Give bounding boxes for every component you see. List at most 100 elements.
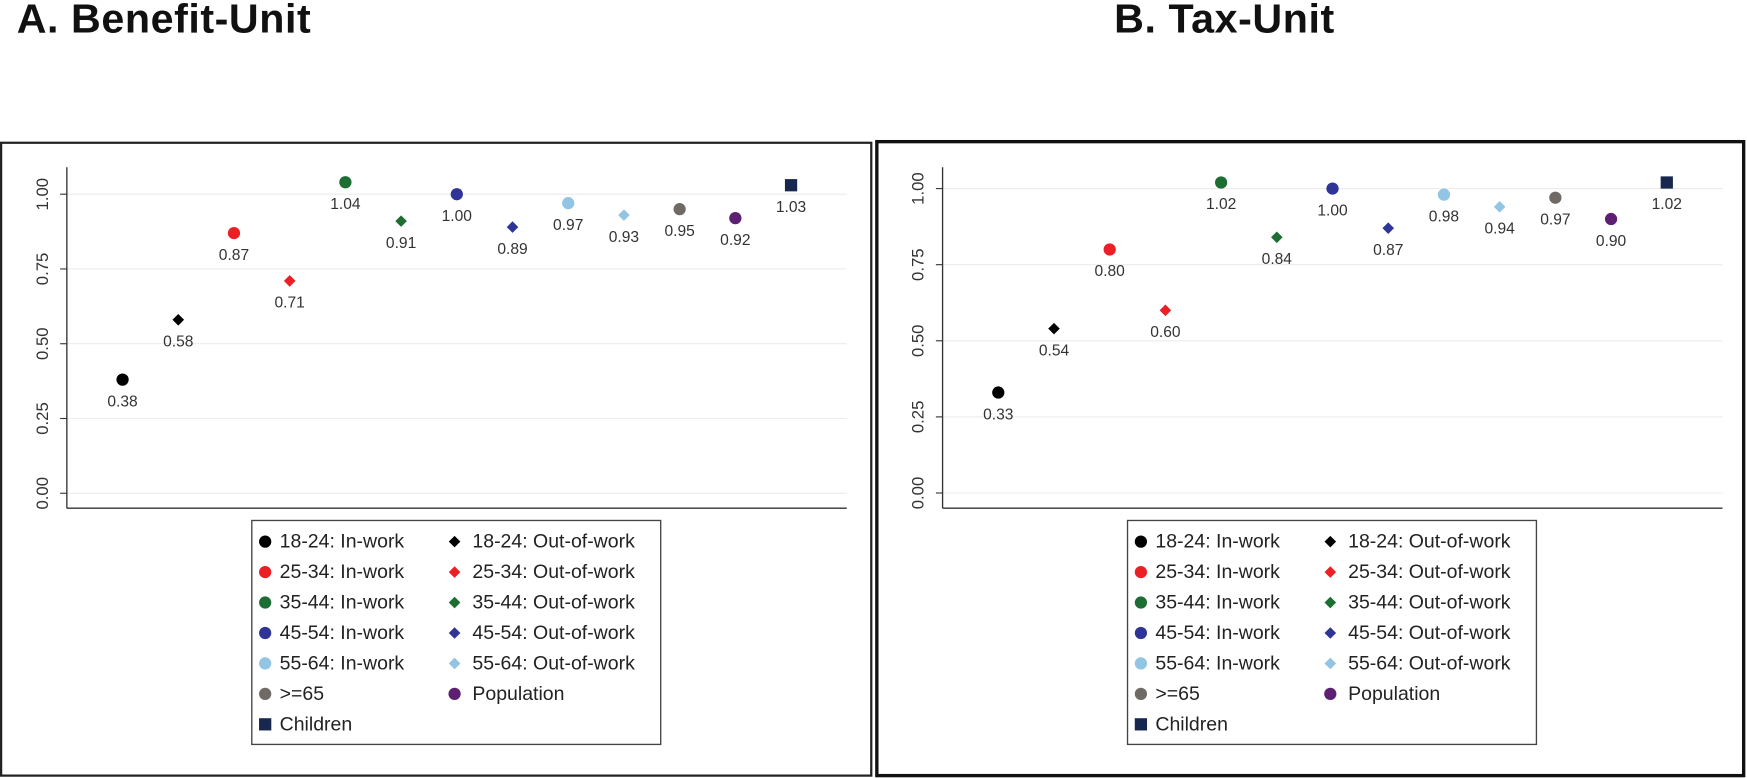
- legend-marker-18-24-in-work: [1134, 535, 1148, 548]
- legend-label-55-64-out-of-work: 55-64: Out-of-work: [472, 652, 635, 674]
- legend-item-18-24-out-of-work: 18-24: Out-of-work: [1324, 531, 1511, 553]
- legend-item-ge65: >=65: [1134, 683, 1200, 705]
- point-25-34-out-of-work: [1159, 304, 1172, 317]
- y-tick-label: 1.00: [909, 172, 928, 205]
- point-ge65: [673, 203, 686, 216]
- data-label-55-64-out-of-work: 0.94: [1484, 221, 1515, 238]
- data-label-18-24-in-work: 0.38: [107, 393, 137, 410]
- legend-label-45-54-out-of-work: 45-54: Out-of-work: [1348, 622, 1511, 644]
- legend-item-children: Children: [259, 713, 352, 735]
- data-label-25-34-out-of-work: 0.60: [1150, 324, 1181, 341]
- point-18-24-in-work: [116, 373, 129, 386]
- legend-item-population: Population: [1324, 683, 1440, 705]
- legend-marker-35-44-out-of-work: [448, 596, 461, 609]
- legend-label-population: Population: [1348, 683, 1440, 705]
- panel-a: 0.00 0.25 0.50 0.75 1.00 0.38 0.58 0.87 0.71 1.04…: [0, 141, 873, 777]
- y-tick-label: 0.75: [909, 248, 928, 281]
- point-45-54-in-work: [450, 188, 463, 201]
- data-label-children: 1.02: [1652, 196, 1682, 213]
- point-35-44-out-of-work: [395, 215, 407, 227]
- legend-item-18-24-in-work: 18-24: In-work: [1134, 531, 1280, 553]
- y-tick-label: 0.25: [909, 401, 928, 434]
- legend-item-35-44-out-of-work: 35-44: Out-of-work: [1324, 592, 1511, 614]
- legend-label-25-34-out-of-work: 25-34: Out-of-work: [472, 561, 635, 583]
- panel-a-frame: [0, 141, 873, 777]
- legend-label-55-64-in-work: 55-64: In-work: [1155, 652, 1280, 674]
- legend-label-ge65: >=65: [1155, 683, 1200, 705]
- legend-marker-children: [1134, 718, 1148, 731]
- legend-label-45-54-in-work: 45-54: In-work: [280, 622, 405, 644]
- data-label-45-54-out-of-work: 0.87: [1373, 242, 1403, 259]
- data-label-25-34-in-work: 0.80: [1095, 263, 1126, 280]
- data-label-population: 0.90: [1596, 233, 1627, 250]
- y-tick-label: 1.00: [33, 178, 52, 211]
- point-35-44-out-of-work: [1271, 231, 1283, 244]
- legend-item-25-34-in-work: 25-34: In-work: [259, 561, 404, 583]
- legend-item-55-64-out-of-work: 55-64: Out-of-work: [1324, 652, 1511, 674]
- legend-item-45-54-out-of-work: 45-54: Out-of-work: [448, 622, 635, 644]
- legend-item-35-44-in-work: 35-44: In-work: [259, 592, 404, 614]
- legend-marker-35-44-in-work: [259, 596, 272, 609]
- point-55-64-out-of-work: [618, 209, 630, 221]
- legend-label-ge65: >=65: [280, 683, 325, 705]
- point-25-34-in-work: [1103, 243, 1116, 256]
- point-population: [729, 211, 742, 225]
- data-label-25-34-out-of-work: 0.71: [275, 295, 305, 312]
- legend-marker-25-34-in-work: [259, 565, 272, 579]
- y-tick-label: 0.50: [33, 327, 52, 360]
- data-label-18-24-out-of-work: 0.58: [163, 334, 193, 351]
- legend-marker-ge65: [259, 687, 272, 701]
- data-label-ge65: 0.95: [664, 223, 695, 240]
- legend-label-25-34-in-work: 25-34: In-work: [280, 561, 405, 583]
- y-tick-label: 0.75: [33, 253, 52, 286]
- legend-item-18-24-in-work: 18-24: In-work: [259, 531, 404, 553]
- point-18-24-out-of-work: [172, 314, 185, 326]
- point-25-34-in-work: [227, 226, 241, 240]
- legend-label-35-44-out-of-work: 35-44: Out-of-work: [1348, 592, 1511, 614]
- legend-item-55-64-out-of-work: 55-64: Out-of-work: [448, 652, 635, 674]
- legend-item-35-44-out-of-work: 35-44: Out-of-work: [448, 592, 635, 614]
- legend-frame: [1126, 519, 1538, 746]
- legend-item-population: Population: [448, 683, 564, 705]
- legend-label-population: Population: [472, 683, 564, 705]
- point-45-54-out-of-work: [506, 221, 519, 233]
- point-45-54-in-work: [1326, 182, 1339, 195]
- legend-marker-35-44-in-work: [1134, 596, 1148, 609]
- data-label-35-44-in-work: 1.02: [1206, 196, 1236, 213]
- y-tick-label: 0.25: [33, 402, 52, 435]
- panel-b: 0.00 0.25 0.50 0.75 1.00 0.33 0.54 0.80 0.60 1.02…: [875, 139, 1746, 778]
- legend-item-55-64-in-work: 55-64: In-work: [1134, 652, 1280, 674]
- point-18-24-out-of-work: [1048, 322, 1060, 335]
- legend-item-45-54-in-work: 45-54: In-work: [1134, 622, 1280, 644]
- data-label-45-54-in-work: 1.00: [1317, 202, 1348, 219]
- point-45-54-out-of-work: [1382, 222, 1395, 234]
- legend-item-25-34-out-of-work: 25-34: Out-of-work: [448, 561, 635, 583]
- data-label-45-54-in-work: 1.00: [442, 208, 473, 225]
- legend-label-25-34-in-work: 25-34: In-work: [1155, 561, 1280, 583]
- legend-label-18-24-in-work: 18-24: In-work: [280, 531, 405, 553]
- panel-a-legend: 18-24: In-work 18-24: Out-of-work 25-34: I…: [251, 519, 662, 746]
- legend-marker-55-64-in-work: [1134, 657, 1148, 670]
- legend-marker-55-64-in-work: [259, 657, 272, 670]
- point-55-64-out-of-work: [1493, 201, 1506, 213]
- legend-label-35-44-in-work: 35-44: In-work: [1155, 592, 1280, 614]
- y-tick-label: 0.00: [909, 477, 928, 510]
- legend-marker-18-24-in-work: [259, 535, 272, 548]
- point-children: [1660, 176, 1673, 189]
- legend-label-45-54-out-of-work: 45-54: Out-of-work: [472, 622, 635, 644]
- legend-label-children: Children: [1155, 713, 1228, 735]
- panel-b-title: B. Tax-Unit: [1114, 0, 1335, 41]
- data-label-25-34-in-work: 0.87: [219, 247, 249, 264]
- data-label-35-44-out-of-work: 0.84: [1262, 251, 1293, 268]
- legend-marker-population: [448, 687, 461, 701]
- legend-item-children: Children: [1134, 713, 1228, 735]
- point-population: [1604, 212, 1618, 226]
- legend-item-25-34-in-work: 25-34: In-work: [1134, 561, 1280, 583]
- data-label-55-64-in-work: 0.97: [553, 217, 583, 234]
- panel-a-plot: 0.00 0.25 0.50 0.75 1.00 0.38 0.58 0.87 0.71 1.04…: [33, 167, 847, 510]
- legend-label-children: Children: [280, 713, 353, 735]
- legend-item-25-34-out-of-work: 25-34: Out-of-work: [1324, 561, 1511, 583]
- point-35-44-in-work: [339, 176, 352, 189]
- panel-b-frame: [875, 139, 1746, 778]
